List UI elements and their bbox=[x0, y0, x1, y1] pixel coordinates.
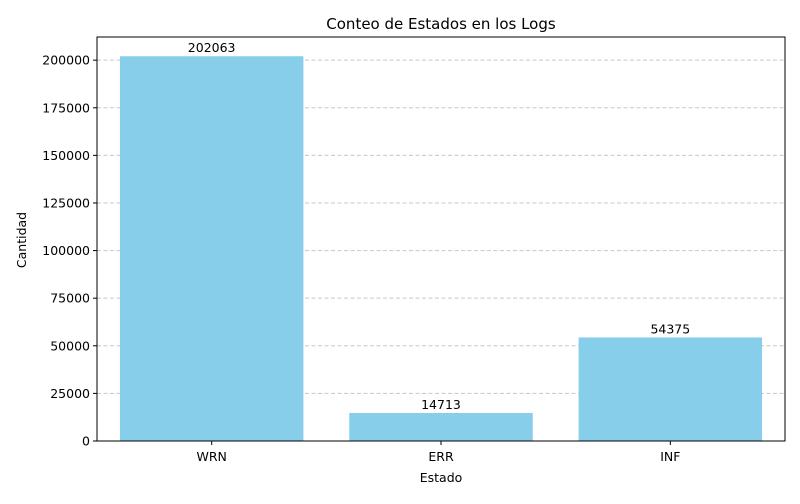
bar-data-label: 14713 bbox=[421, 397, 461, 412]
x-tick-label: INF bbox=[660, 449, 680, 464]
bar bbox=[349, 412, 533, 441]
y-tick-label: 150000 bbox=[42, 148, 90, 163]
y-tick-label: 75000 bbox=[50, 291, 90, 306]
x-tick-label: ERR bbox=[428, 449, 454, 464]
bar bbox=[119, 56, 304, 441]
y-tick-label: 100000 bbox=[42, 243, 90, 258]
chart-title: Conteo de Estados en los Logs bbox=[326, 15, 556, 33]
axis-layer bbox=[93, 36, 786, 445]
bar bbox=[578, 337, 763, 441]
y-tick-label: 25000 bbox=[50, 386, 90, 401]
y-tick-label: 125000 bbox=[42, 195, 90, 210]
y-tick-label: 175000 bbox=[42, 100, 90, 115]
x-axis-label: Estado bbox=[420, 470, 463, 485]
label-layer: 0 25000 50000 75000 100000 125000 150000 175000… bbox=[42, 40, 690, 464]
y-axis-label: Cantidad bbox=[14, 212, 29, 268]
y-tick-label: 0 bbox=[82, 434, 90, 449]
bar-layer bbox=[119, 56, 763, 441]
plot-frame bbox=[96, 36, 786, 442]
y-tick-label: 200000 bbox=[42, 53, 90, 68]
x-tick-label: WRN bbox=[196, 449, 226, 464]
bar-data-label: 202063 bbox=[188, 40, 236, 55]
bar-data-label: 54375 bbox=[650, 321, 690, 336]
y-tick-label: 50000 bbox=[50, 338, 90, 353]
